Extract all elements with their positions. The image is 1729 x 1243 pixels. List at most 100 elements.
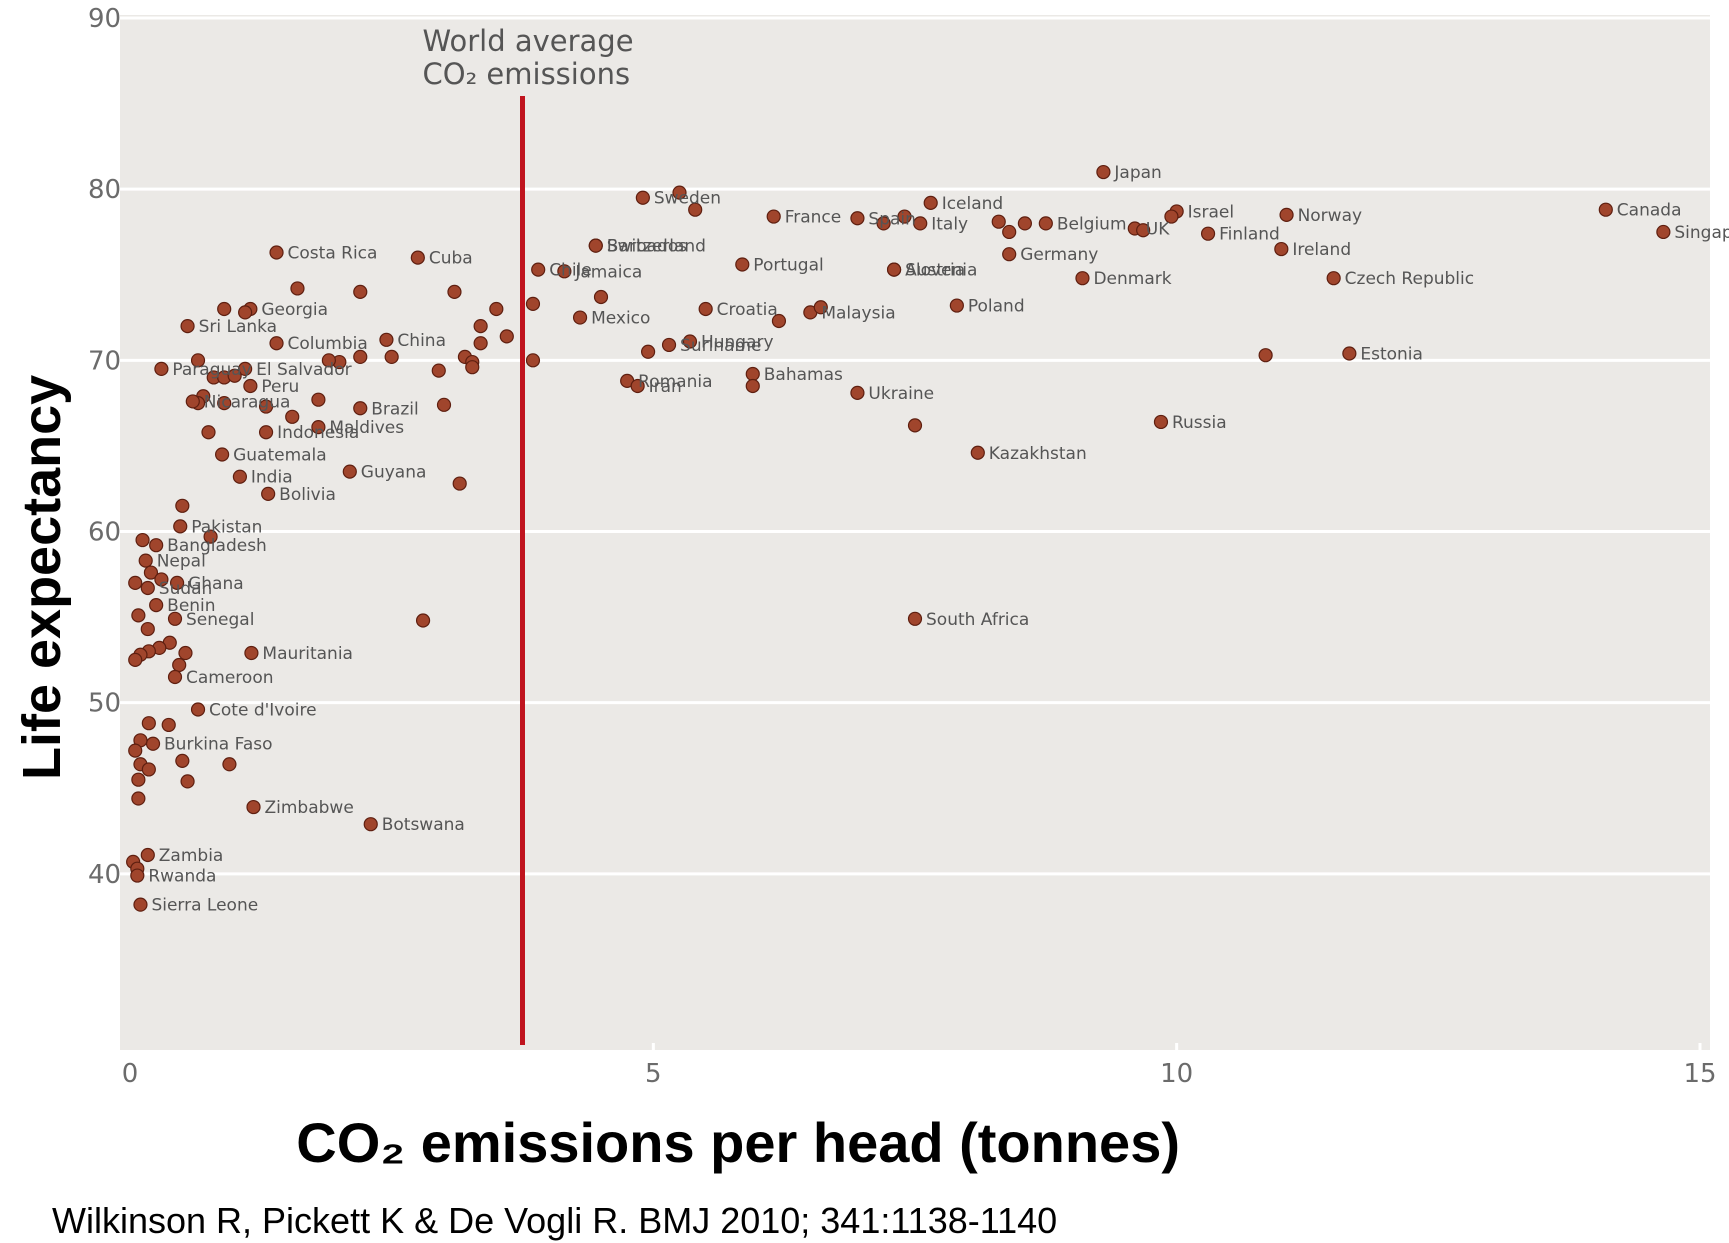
data-point — [135, 532, 150, 548]
point-label: Nepal — [157, 552, 206, 572]
data-point — [128, 652, 143, 667]
x-tick-labels: 0 5 10 15 — [122, 1059, 1717, 1089]
data-point — [907, 611, 923, 626]
point-label: Nicaragua — [204, 392, 291, 412]
y-tick-label: 80 — [88, 175, 121, 205]
data-point — [227, 368, 242, 383]
data-point — [1258, 348, 1273, 363]
y-axis-title-text: Life expectancy — [12, 375, 72, 780]
data-point — [167, 611, 183, 626]
point-label: Belgium — [1057, 214, 1127, 234]
point-label: Denmark — [1093, 269, 1171, 289]
point-label: UK — [1146, 220, 1170, 240]
data-point — [436, 397, 452, 412]
data-point — [258, 425, 274, 440]
data-point — [688, 202, 703, 217]
data-point — [1342, 346, 1357, 361]
data-point — [1075, 271, 1090, 286]
data-point — [1002, 224, 1017, 240]
data-point — [886, 262, 902, 277]
point-label: Austria — [905, 261, 965, 281]
point-label: Mexico — [591, 309, 650, 329]
data-point — [525, 296, 541, 311]
point-label: Columbia — [288, 334, 368, 354]
data-point — [217, 301, 232, 317]
data-point — [172, 657, 187, 673]
y-tick-label: 70 — [88, 346, 121, 376]
data-point — [813, 300, 828, 315]
point-label: Bangladesh — [167, 536, 267, 556]
data-point — [1002, 247, 1017, 262]
data-point — [261, 486, 276, 501]
point-label: Pakistan — [191, 517, 262, 537]
y-axis-title: Life expectancy — [12, 375, 72, 780]
point-label: Poland — [968, 297, 1025, 317]
data-point — [473, 336, 488, 351]
data-point — [246, 799, 261, 815]
point-label: Maldives — [329, 418, 404, 438]
point-label: Portugal — [753, 255, 823, 275]
point-label: Norway — [1298, 206, 1363, 226]
point-label: Finland — [1219, 225, 1280, 245]
point-label: Iran — [649, 377, 682, 397]
data-point — [201, 425, 216, 440]
data-point — [154, 572, 169, 587]
point-label: Bolivia — [279, 485, 336, 505]
data-point — [131, 608, 146, 623]
data-point — [1598, 202, 1613, 217]
point-label: Canada — [1617, 201, 1682, 221]
data-point — [1200, 226, 1216, 241]
data-point — [311, 419, 326, 435]
data-point — [258, 399, 274, 414]
data-point — [766, 209, 781, 224]
data-point — [735, 257, 750, 272]
data-point — [431, 363, 446, 378]
data-point — [149, 538, 164, 553]
data-point — [145, 736, 161, 751]
data-point — [131, 791, 146, 806]
data-point — [170, 575, 185, 590]
point-label: Bahamas — [764, 365, 843, 385]
data-point — [353, 401, 368, 416]
data-point — [410, 250, 425, 265]
data-point — [745, 378, 760, 394]
reference-line-label: World average — [423, 24, 634, 58]
data-point — [353, 349, 368, 365]
data-point — [238, 361, 253, 376]
point-label: Switzerland — [607, 237, 706, 257]
point-label: Chile — [549, 261, 592, 281]
data-point — [141, 716, 156, 731]
point-label: Jamaica — [574, 262, 642, 282]
point-label: Guatemala — [233, 445, 327, 465]
data-point — [384, 349, 399, 365]
point-label: Kazakhstan — [989, 444, 1087, 464]
data-point — [140, 621, 155, 637]
data-point — [745, 366, 760, 382]
data-point — [222, 757, 237, 772]
point-label: Sudan — [159, 579, 213, 599]
x-tick-label: 10 — [1160, 1059, 1193, 1089]
data-point — [243, 378, 258, 394]
point-label: Germany — [1020, 245, 1098, 265]
data-point — [128, 575, 143, 590]
data-point — [588, 238, 603, 253]
reference-line-label: CO₂ emissions — [423, 57, 631, 91]
point-label: Italy — [931, 214, 968, 234]
data-point — [379, 332, 394, 347]
y-tick-label: 90 — [88, 4, 121, 34]
point-label: Benin — [167, 596, 215, 616]
data-point — [215, 447, 230, 462]
point-label: China — [397, 331, 446, 351]
data-point — [133, 897, 148, 912]
data-point — [876, 216, 891, 231]
point-label: Malaysia — [821, 303, 895, 323]
y-tick-label: 40 — [88, 860, 121, 890]
data-point — [698, 301, 713, 317]
data-point — [203, 529, 218, 544]
data-point — [661, 337, 677, 353]
point-label: Ghana — [188, 574, 244, 594]
data-point — [141, 762, 156, 777]
data-point — [1153, 414, 1169, 430]
data-point — [447, 284, 462, 299]
